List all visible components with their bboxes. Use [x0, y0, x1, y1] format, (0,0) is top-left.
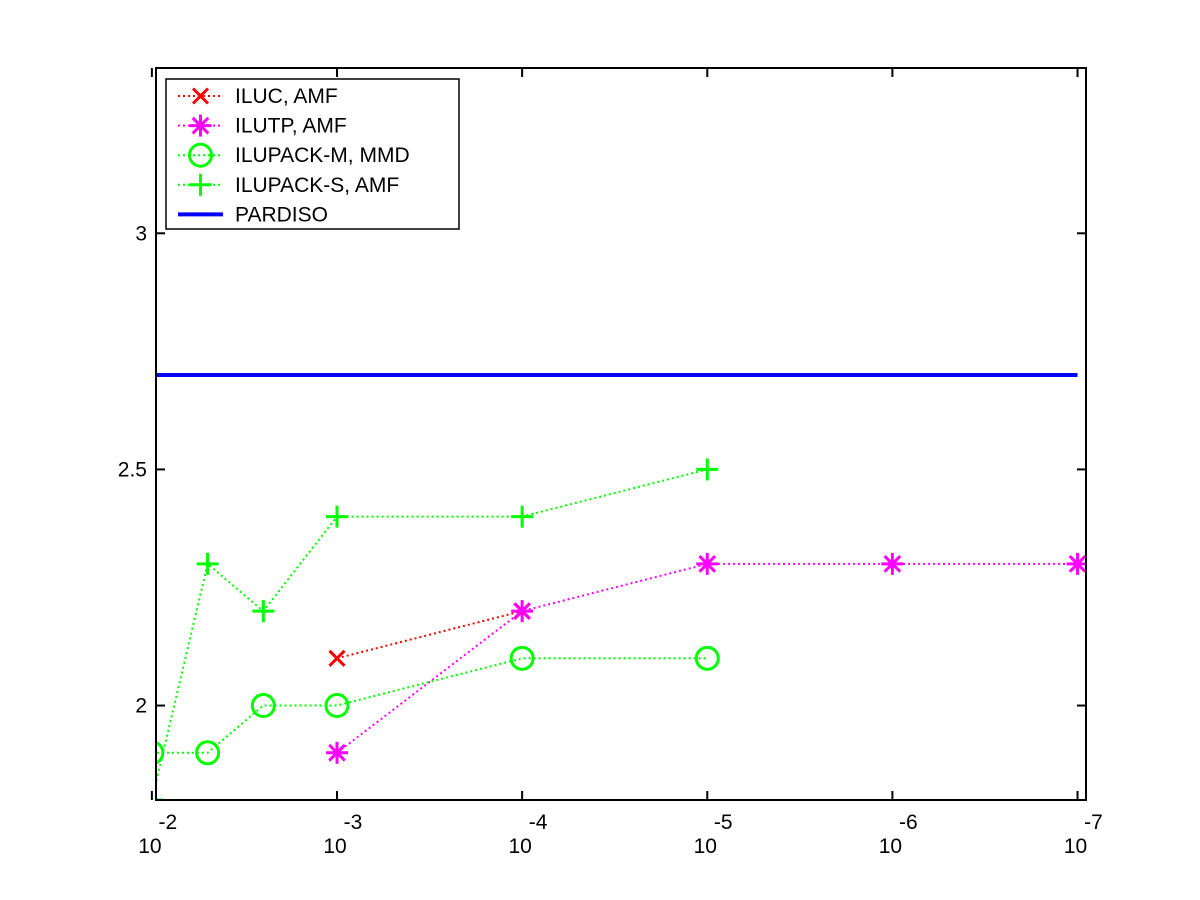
legend-entry-iluc-amf: ILUC, AMF	[178, 85, 338, 108]
data-point-ilupack-m-mmd-0	[156, 740, 165, 765]
data-point-ilupack-m-mmd-5	[694, 645, 720, 671]
data-point-ilupack-s-amf-5	[696, 458, 719, 481]
data-point-ilupack-m-mmd-4	[509, 645, 535, 671]
data-point-ilupack-m-mmd-2	[250, 693, 276, 719]
data-point-ilutp-amf-1	[511, 600, 534, 623]
x-tick-label-exp-3: -5	[714, 811, 733, 834]
data-point-ilutp-amf-2	[696, 552, 719, 575]
data-point-ilupack-s-amf-1	[196, 552, 219, 575]
x-tick-label-base-2: 10	[508, 835, 531, 858]
x-tick-label-base-0: 10	[138, 835, 161, 858]
legend-box	[165, 78, 460, 230]
plot-frame	[155, 67, 1087, 801]
legend-label-ilupack-s-amf: ILUPACK-S, AMF	[235, 174, 399, 197]
series-ilutp-amf	[326, 552, 1086, 764]
x-tick-label-exp-0: -2	[159, 811, 178, 834]
y-tick-label-2: 3	[135, 222, 147, 245]
legend-label-ilupack-m-mmd: ILUPACK-M, MMD	[235, 144, 410, 167]
legend-entry-ilutp-amf: ILUTP, AMF	[178, 114, 347, 138]
legend: ILUC, AMF ILUTP, AMF ILUPACK-M, MMD ILUPACK…	[165, 78, 460, 230]
series-line-ilupack-m-mmd	[156, 657, 708, 754]
x-tick-label-base-1: 10	[323, 835, 346, 858]
data-point-iluc-amf-0	[328, 649, 346, 667]
series-line-ilutp-amf	[336, 562, 1078, 754]
data-point-ilupack-m-mmd-3	[324, 693, 350, 719]
data-point-ilutp-amf-3	[881, 552, 904, 575]
data-point-ilupack-s-amf-4	[511, 505, 534, 528]
series-ilupack-m-mmd	[156, 645, 720, 766]
x-tick-label-exp-4: -6	[899, 811, 918, 834]
series-layer	[156, 373, 1086, 800]
x-tick-label-exp-2: -4	[529, 811, 548, 834]
x-tick-label-exp-1: -3	[344, 811, 363, 834]
x-tick-label-base-3: 10	[694, 835, 717, 858]
data-point-ilupack-s-amf-2	[252, 600, 275, 623]
legend-marker-ilutp-amf	[189, 114, 212, 137]
y-tick-label-1: 2.5	[118, 458, 147, 481]
x-tick-label-exp-5: -7	[1084, 811, 1103, 834]
series-line-ilupack-s-amf	[156, 468, 708, 787]
legend-marker-ilupack-m-mmd	[188, 142, 213, 168]
legend-entry-pardiso: PARDISO	[178, 203, 328, 226]
legend-entry-ilupack-s-amf: ILUPACK-S, AMF	[178, 173, 399, 197]
data-point-ilupack-s-amf-3	[326, 505, 349, 528]
legend-label-iluc-amf: ILUC, AMF	[235, 85, 338, 108]
y-tick-label-0: 2	[135, 695, 147, 718]
legend-entry-ilupack-m-mmd: ILUPACK-M, MMD	[178, 142, 410, 168]
data-point-ilutp-amf-4	[1066, 552, 1086, 575]
legend-label-pardiso: PARDISO	[235, 203, 328, 226]
x-tick-label-base-5: 10	[1064, 835, 1087, 858]
series-ilupack-s-amf	[156, 458, 719, 800]
legend-marker-ilupack-s-amf	[189, 173, 212, 196]
x-tick-label-base-4: 10	[879, 835, 902, 858]
legend-label-ilutp-amf: ILUTP, AMF	[235, 115, 347, 138]
legend-marker-iluc-amf	[191, 87, 210, 105]
axes-layer: 10-210-310-410-510-610-722.53	[118, 67, 1103, 858]
data-point-ilutp-amf-0	[326, 741, 349, 764]
series-line-iluc-amf	[336, 610, 523, 660]
data-point-ilupack-m-mmd-1	[195, 740, 221, 766]
